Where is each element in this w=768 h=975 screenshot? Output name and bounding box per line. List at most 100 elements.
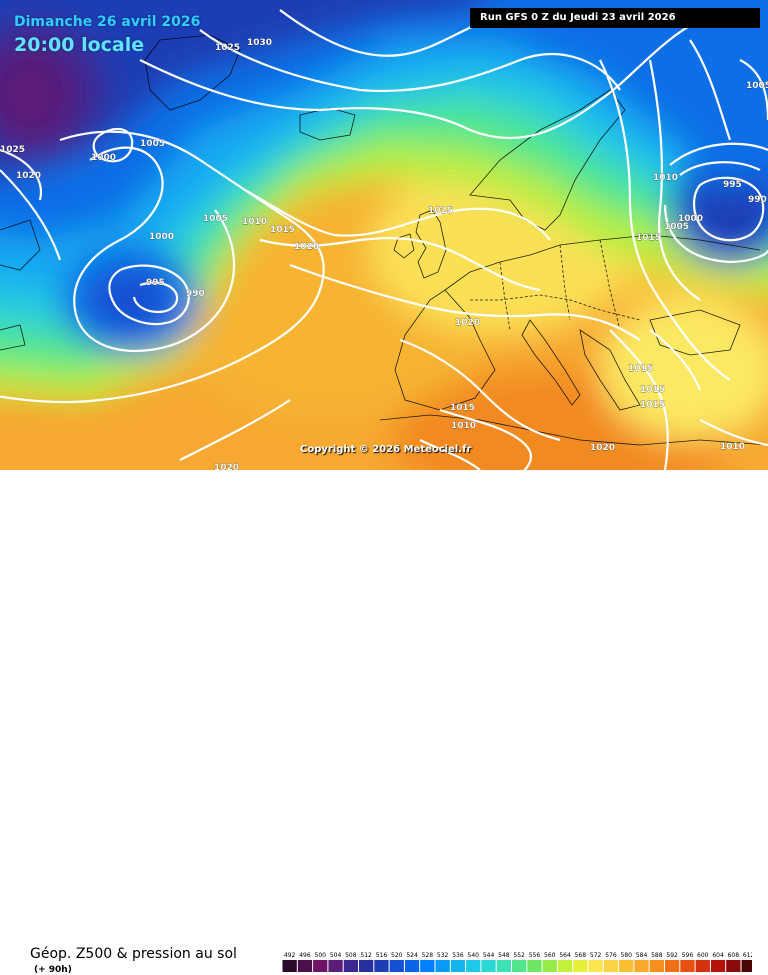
legend-swatch <box>481 960 496 972</box>
legend-swatch <box>450 960 466 972</box>
legend-label: 568 <box>575 952 587 959</box>
legend-swatch <box>374 960 389 972</box>
legend-label: 556 <box>529 952 541 959</box>
isobar-label: 1005 <box>203 214 228 224</box>
legend-swatch <box>389 960 404 972</box>
legend-swatch <box>527 960 542 972</box>
legend-swatch <box>512 960 527 972</box>
copyright-text: Copyright © 2026 Meteociel.fr <box>300 444 472 455</box>
isobar-label: 1025 <box>215 43 240 53</box>
legend-label: 576 <box>605 952 617 959</box>
isobar-label: 990 <box>186 289 205 299</box>
legend-swatch <box>603 960 619 972</box>
isobar-label: 1010 <box>720 442 745 452</box>
legend-swatch <box>343 960 358 972</box>
legend-label: 500 <box>315 952 327 959</box>
legend-label: 520 <box>391 952 403 959</box>
legend-swatch <box>359 960 374 972</box>
valid-date: Dimanche 26 avril 2026 <box>14 14 201 30</box>
legend-label: 552 <box>513 952 525 959</box>
valid-time: 20:00 locale <box>14 34 145 56</box>
isobar-label: 1005 <box>664 222 689 232</box>
isobar-label: 1015 <box>636 233 661 243</box>
legend-swatch <box>420 960 435 972</box>
legend-label: 504 <box>330 952 342 959</box>
legend-label: 512 <box>360 952 372 959</box>
isobar-label: 1010 <box>653 173 678 183</box>
legend-label: 600 <box>697 952 709 959</box>
legend-swatch <box>435 960 450 972</box>
isobar-label: 1000 <box>678 214 703 224</box>
legend-swatch <box>665 960 680 972</box>
legend-label: 572 <box>590 952 602 959</box>
run-info: Run GFS 0 Z du Jeudi 23 avril 2026 <box>470 8 760 28</box>
isobar-label: 1000 <box>91 153 116 163</box>
isobar-label: 1020 <box>16 171 41 181</box>
legend-swatch <box>557 960 573 972</box>
legend-label: 524 <box>406 952 418 959</box>
legend-swatch <box>710 960 726 972</box>
isobars <box>0 8 768 470</box>
isobar-labels: 1025 103010051025100510001020102510109959… <box>0 38 768 470</box>
isobar-label: 1025 <box>428 206 453 216</box>
legend-label: 608 <box>728 952 740 959</box>
legend-label: 528 <box>422 952 434 959</box>
isobar-label: 1015 <box>270 225 295 235</box>
isobar-label: 1010 <box>451 421 476 431</box>
legend-swatch <box>404 960 420 972</box>
legend-swatch <box>313 960 328 972</box>
legend-label: 560 <box>544 952 556 959</box>
legend-label: 612 <box>743 952 752 959</box>
isobar-label: 1015 <box>640 400 665 410</box>
legend-label: 580 <box>621 952 633 959</box>
coastlines <box>0 34 768 446</box>
legend-swatch <box>680 960 695 972</box>
isobar-label: 1020 <box>455 318 480 328</box>
legend-swatch <box>282 960 297 972</box>
legend-label: 492 <box>284 952 296 959</box>
legend-swatch <box>634 960 649 972</box>
legend-label: 532 <box>437 952 449 959</box>
isobar-label: 1025 <box>0 145 25 155</box>
isobar-label: 1000 <box>149 232 174 242</box>
legend-swatch <box>741 960 752 972</box>
legend-label: 548 <box>498 952 510 959</box>
isobar-label: 1020 <box>590 443 615 453</box>
legend-swatch <box>588 960 603 972</box>
legend-swatch <box>726 960 741 972</box>
isobar-label: 995 <box>146 278 165 288</box>
map-title: Géop. Z500 & pression au sol <box>30 946 237 962</box>
legend-label: 604 <box>712 952 724 959</box>
legend-label: 536 <box>452 952 464 959</box>
legend-swatch <box>297 960 313 972</box>
legend-label: 516 <box>376 952 388 959</box>
isobar-label: 1005 <box>746 81 768 91</box>
footer: Géop. Z500 & pression au sol (+ 90h) 492… <box>0 470 768 975</box>
legend-label: 540 <box>468 952 480 959</box>
legend-swatch <box>328 960 343 972</box>
legend-label: 588 <box>651 952 663 959</box>
isobar-label: 1015 <box>450 403 475 413</box>
isobar-label: 1020 <box>214 463 239 470</box>
isobar-label: 995 <box>723 180 742 190</box>
legend-label: 544 <box>483 952 495 959</box>
weather-map: 1025 1030 1005 1025 1005 1000 1020 1025 1010 995 9… <box>0 0 768 470</box>
isobar-label: 1015 <box>640 385 665 395</box>
legend-label: 508 <box>345 952 357 959</box>
forecast-hour: (+ 90h) <box>34 965 72 975</box>
legend-swatch <box>573 960 588 972</box>
isobar-label: 1015 <box>628 364 653 374</box>
isobar-label: 1020 <box>294 242 319 252</box>
legend-label: 496 <box>299 952 311 959</box>
color-legend: 492 496 500 504 508 512 516 520 524 528 532 536 540 5… <box>282 952 752 972</box>
legend-label: 592 <box>666 952 678 959</box>
legend-swatch <box>649 960 664 972</box>
z500-color-field <box>0 0 768 470</box>
isobar-label: 1005 <box>140 139 165 149</box>
legend-label: 596 <box>682 952 694 959</box>
legend-swatch <box>496 960 511 972</box>
isobar-label: 1030 <box>247 38 272 48</box>
legend-swatch <box>542 960 557 972</box>
legend-label: 584 <box>636 952 648 959</box>
isobar-label: 990 <box>748 195 767 205</box>
